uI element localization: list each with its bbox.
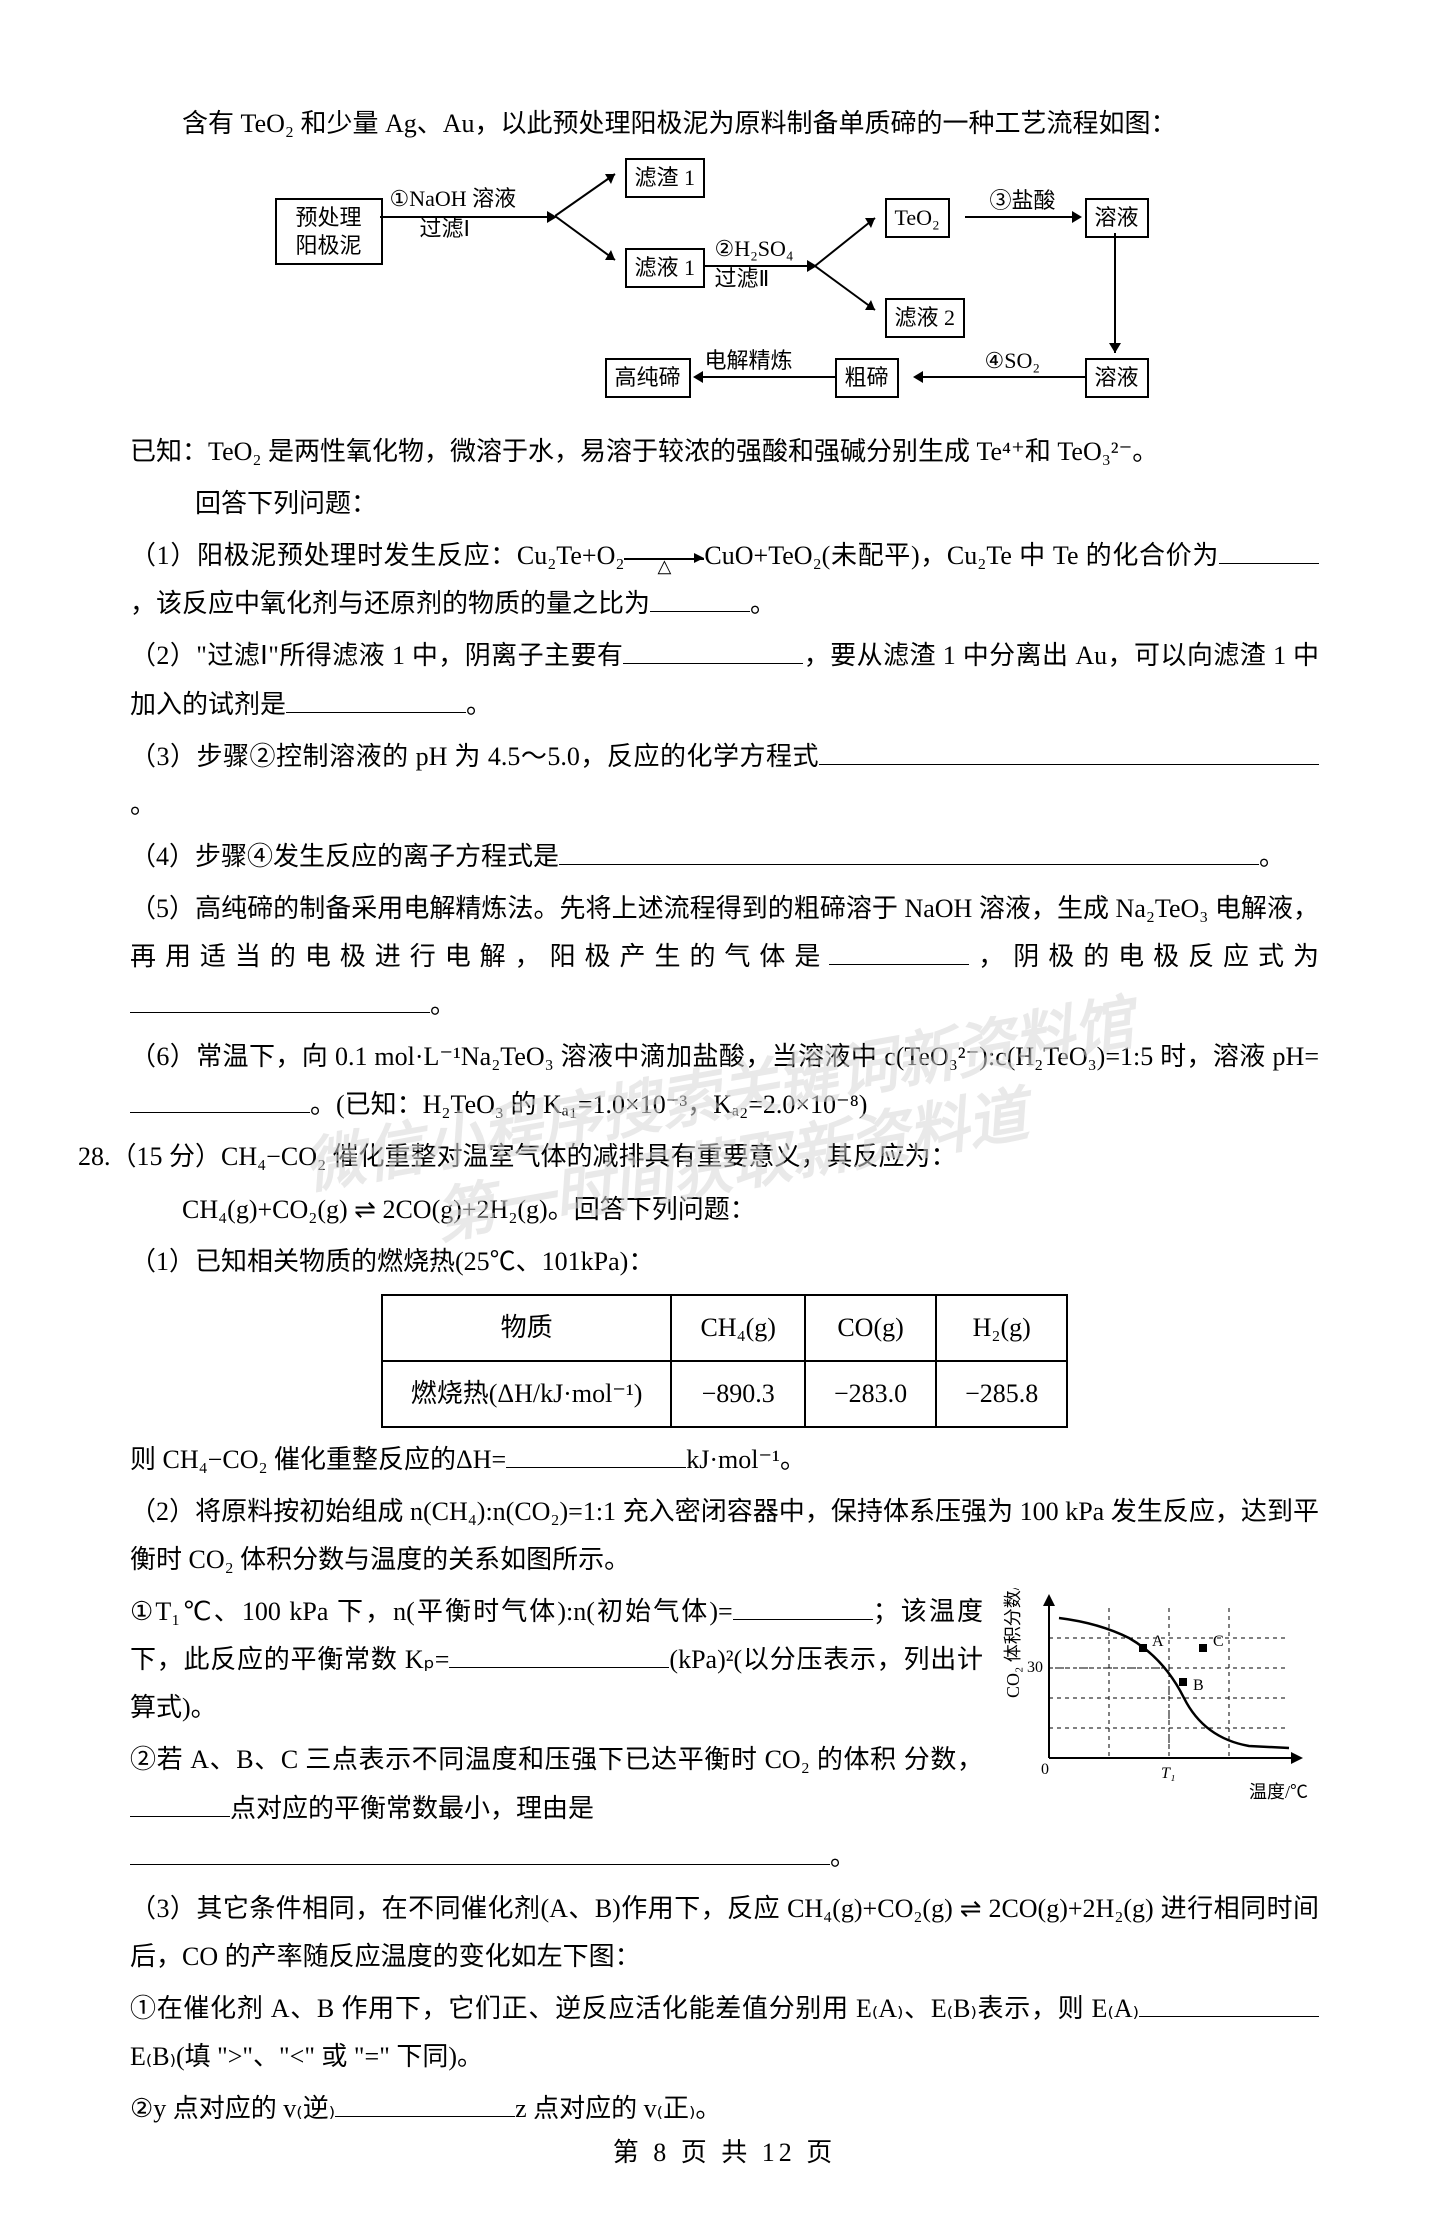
question-28-eq: CH₄(g)+CO₂(g) ⇌ 2CO(g)+2H₂(g)。回答下列问题： bbox=[130, 1186, 1319, 1234]
chart-y-tick: 30 bbox=[1027, 1659, 1043, 1676]
table-header-row: 物质 CH₄(g) CO(g) H₂(g) bbox=[382, 1295, 1068, 1361]
chart-x-label: 温度/℃ bbox=[1249, 1782, 1308, 1802]
co2-fraction-chart: A B C 30 0 T₁ 温度/℃ CO₂ 体积分数/% bbox=[999, 1588, 1319, 1824]
table-header: 物质 bbox=[382, 1295, 672, 1361]
question-28-3-1: ①在催化剂 A、B 作用下，它们正、逆反应活化能差值分别用 E₍A₎、E₍B₎表… bbox=[130, 1985, 1319, 2081]
page-footer: 第 8 页 共 12 页 bbox=[0, 2129, 1449, 2177]
flow-step-3: ③盐酸 bbox=[990, 188, 1056, 214]
chart-y-label: CO₂ 体积分数/% bbox=[1003, 1588, 1023, 1698]
combustion-heat-table: 物质 CH₄(g) CO(g) H₂(g) 燃烧热(ΔH/kJ·mol⁻¹) −… bbox=[381, 1294, 1069, 1428]
question-3: （3）步骤②控制溶液的 pH 为 4.5～5.0，反应的化学方程式。 bbox=[130, 733, 1319, 829]
document-page: 微信小程序搜索关键词新资料馆 第一时间获取新资料道 含有 TeO₂ 和少量 Ag… bbox=[0, 0, 1449, 2217]
table-header: CO(g) bbox=[805, 1295, 936, 1361]
chart-point-a-label: A bbox=[1152, 1633, 1164, 1650]
table-cell: −890.3 bbox=[671, 1361, 805, 1427]
question-6: （6）常温下，向 0.1 mol·L⁻¹Na₂TeO₃ 溶液中滴加盐酸，当溶液中… bbox=[130, 1033, 1319, 1129]
process-flow-diagram: 预处理阳极泥 ①NaOH 溶液 过滤Ⅰ 滤渣 1 滤液 1 ②H₂SO₄ 过滤Ⅱ… bbox=[275, 158, 1175, 418]
flow-filter-2: 过滤Ⅱ bbox=[715, 266, 770, 292]
question-5: （5）高纯碲的制备采用电解精炼法。先将上述流程得到的粗碲溶于 NaOH 溶液，生… bbox=[130, 885, 1319, 1029]
flow-box-pretreat: 预处理阳极泥 bbox=[275, 198, 383, 265]
table-cell: 燃烧热(ΔH/kJ·mol⁻¹) bbox=[382, 1361, 672, 1427]
question-28-header: 28.（15 分）CH₄−CO₂ 催化重整对温室气体的减排具有重要意义，其反应为… bbox=[78, 1133, 1319, 1181]
question-1: （1）阳极泥预处理时发生反应：Cu₂Te+O₂△CuO+TeO₂(未配平)，Cu… bbox=[130, 532, 1319, 628]
intro-paragraph: 含有 TeO₂ 和少量 Ag、Au，以此预处理阳极泥为原料制备单质碲的一种工艺流… bbox=[130, 100, 1319, 148]
question-2: （2）"过滤Ⅰ"所得滤液 1 中，阴离子主要有，要从滤渣 1 中分离出 Au，可… bbox=[130, 632, 1319, 728]
chart-point-b-label: B bbox=[1193, 1677, 1204, 1694]
flow-step-1: ①NaOH 溶液 bbox=[390, 186, 517, 212]
chart-point-c-label: C bbox=[1213, 1633, 1224, 1650]
flow-box-pure: 高纯碲 bbox=[605, 358, 691, 398]
question-4: （4）步骤④发生反应的离子方程式是。 bbox=[130, 833, 1319, 881]
flow-electrolysis: 电解精炼 bbox=[705, 348, 793, 374]
chart-origin: 0 bbox=[1041, 1761, 1049, 1778]
flow-step-4: ④SO₂ bbox=[985, 348, 1041, 374]
flow-box-teo2: TeO₂ bbox=[885, 198, 950, 238]
flow-box-crude: 粗碲 bbox=[835, 358, 899, 398]
question-28-1b: 则 CH₄−CO₂ 催化重整反应的ΔH=kJ·mol⁻¹。 bbox=[130, 1436, 1319, 1484]
flow-box-solution: 溶液 bbox=[1085, 198, 1149, 238]
flow-box-residue-1: 滤渣 1 bbox=[625, 158, 706, 198]
table-header: H₂(g) bbox=[936, 1295, 1067, 1361]
question-28-1a: （1）已知相关物质的燃烧热(25℃、101kPa)： bbox=[130, 1238, 1319, 1286]
table-cell: −285.8 bbox=[936, 1361, 1067, 1427]
answer-prompt: 回答下列问题： bbox=[130, 480, 1319, 528]
flow-box-filtrate-1: 滤液 1 bbox=[625, 248, 706, 288]
question-28-3-2: ②y 点对应的 v₍逆₎z 点对应的 v₍正₎。 bbox=[130, 2085, 1319, 2133]
flow-filter-1: 过滤Ⅰ bbox=[420, 216, 471, 242]
table-header: CH₄(g) bbox=[671, 1295, 805, 1361]
flow-box-filtrate-2: 滤液 2 bbox=[885, 298, 966, 338]
question-28-3-intro: （3）其它条件相同，在不同催化剂(A、B)作用下，反应 CH₄(g)+CO₂(g… bbox=[130, 1885, 1319, 1981]
chart-x-tick: T₁ bbox=[1161, 1765, 1175, 1782]
table-row: 燃烧热(ΔH/kJ·mol⁻¹) −890.3 −283.0 −285.8 bbox=[382, 1361, 1068, 1427]
question-28-2-intro: （2）将原料按初始组成 n(CH₄):n(CO₂)=1:1 充入密闭容器中，保持… bbox=[130, 1488, 1319, 1584]
table-cell: −283.0 bbox=[805, 1361, 936, 1427]
flow-step-2: ②H₂SO₄ bbox=[715, 236, 794, 262]
known-info: 已知：TeO₂ 是两性氧化物，微溶于水，易溶于较浓的强酸和强碱分别生成 Te⁴⁺… bbox=[130, 428, 1319, 476]
flow-box-solution-2: 溶液 bbox=[1085, 358, 1149, 398]
